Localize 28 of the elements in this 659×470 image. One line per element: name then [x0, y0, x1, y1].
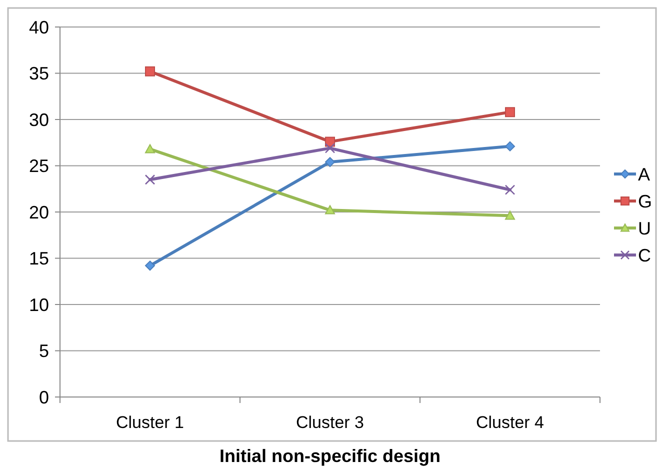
y-tick-label: 0	[38, 387, 49, 408]
point	[144, 174, 156, 185]
x-tick-label: Cluster 4	[476, 413, 544, 432]
point	[505, 210, 515, 220]
point	[324, 143, 336, 154]
legend-label: C	[638, 245, 651, 266]
y-tick-label: 15	[28, 248, 49, 269]
point	[145, 66, 155, 76]
x-axis-title: Initial non-specific design	[219, 446, 441, 466]
point	[325, 205, 335, 214]
x-tick-label: Cluster 3	[296, 413, 364, 432]
y-tick-label: 10	[28, 294, 49, 315]
y-tick-label: 30	[28, 110, 49, 130]
point	[505, 107, 515, 118]
y-tick-label: 20	[28, 202, 49, 222]
legend-label: A	[638, 164, 650, 184]
x-tick-label: Cluster 1	[116, 413, 184, 432]
point	[505, 141, 515, 152]
y-tick-label: 35	[28, 64, 49, 84]
point	[325, 157, 335, 168]
legend-label: G	[638, 191, 652, 212]
point	[145, 144, 155, 154]
y-tick-label: 5	[38, 341, 49, 362]
point	[504, 184, 516, 195]
y-tick-label: 40	[28, 17, 49, 38]
point	[145, 260, 155, 271]
y-tick-label: 25	[28, 156, 49, 176]
legend-label: U	[638, 218, 651, 238]
